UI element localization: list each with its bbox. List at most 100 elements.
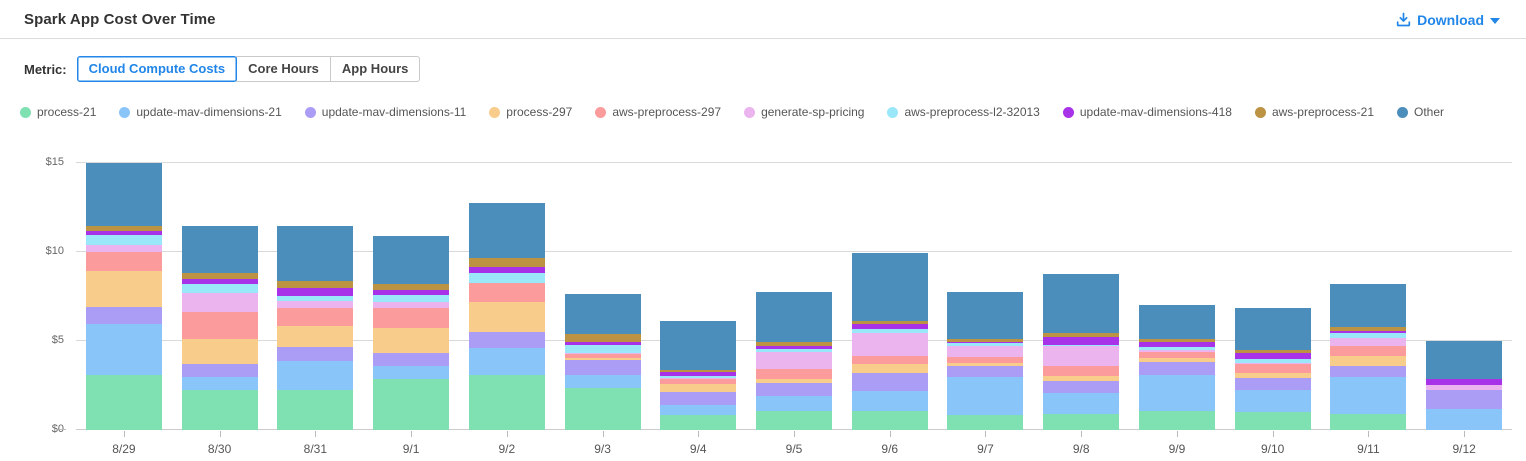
bar-segment-update-mav-dimensions-418[interactable] [1330,330,1407,334]
bar-segment-update-mav-dimensions-11[interactable] [851,373,928,392]
bar-segment-other[interactable] [85,163,162,226]
bar-segment-process-297[interactable] [947,363,1024,367]
download-button[interactable]: Download [1396,12,1500,28]
bar-segment-process-297[interactable] [1330,355,1407,367]
bar-segment-update-mav-dimensions-11[interactable] [1330,366,1407,377]
bar-segment-update-mav-dimensions-11[interactable] [1426,390,1503,409]
bar-segment-update-mav-dimensions-21[interactable] [1426,408,1503,431]
bar-segment-process-297[interactable] [1138,357,1215,362]
stacked-bar-9/8[interactable] [1043,274,1120,431]
bar-segment-generate-sp-pricing[interactable] [1138,350,1215,353]
metric-option-cloud-compute-costs[interactable]: Cloud Compute Costs [76,56,238,83]
bar-segment-aws-preprocess-21[interactable] [756,342,832,347]
bar-segment-update-mav-dimensions-418[interactable] [277,287,354,296]
bar-segment-other[interactable] [1426,340,1503,380]
bar-segment-update-mav-dimensions-11[interactable] [660,392,737,405]
stacked-bar-8/29[interactable] [85,163,162,431]
stacked-bar-9/3[interactable] [564,294,641,431]
bar-segment-update-mav-dimensions-11[interactable] [1234,377,1311,391]
bar-segment-other[interactable] [756,292,832,343]
bar-segment-process-21[interactable] [373,378,450,431]
bar-segment-aws-preprocess-l2-32013[interactable] [1043,344,1120,347]
bar-segment-update-mav-dimensions-21[interactable] [1138,375,1215,411]
bar-segment-aws-preprocess-21[interactable] [660,369,737,372]
bar-segment-generate-sp-pricing[interactable] [277,301,354,309]
bar-segment-process-21[interactable] [1234,411,1311,431]
bar-segment-update-mav-dimensions-21[interactable] [277,360,354,391]
bar-segment-other[interactable] [851,253,928,321]
bar-segment-process-21[interactable] [756,410,832,431]
bar-segment-update-mav-dimensions-418[interactable] [947,341,1024,344]
bar-segment-aws-preprocess-l2-32013[interactable] [85,235,162,246]
bar-segment-aws-preprocess-l2-32013[interactable] [564,344,641,353]
bar-segment-update-mav-dimensions-21[interactable] [85,324,162,376]
bar-segment-aws-preprocess-l2-32013[interactable] [947,343,1024,346]
bar-segment-aws-preprocess-21[interactable] [85,225,162,232]
bar-segment-aws-preprocess-21[interactable] [1043,332,1120,337]
bar-segment-process-21[interactable] [947,415,1024,431]
bar-segment-aws-preprocess-297[interactable] [851,356,928,364]
bar-segment-update-mav-dimensions-21[interactable] [851,391,928,411]
bar-segment-aws-preprocess-297[interactable] [947,357,1024,364]
bar-segment-other[interactable] [181,225,258,274]
bar-segment-update-mav-dimensions-21[interactable] [181,376,258,391]
bar-segment-aws-preprocess-297[interactable] [373,308,450,328]
bar-segment-generate-sp-pricing[interactable] [660,377,737,380]
bar-segment-generate-sp-pricing[interactable] [851,333,928,357]
bar-segment-generate-sp-pricing[interactable] [181,293,258,312]
bar-segment-process-297[interactable] [756,378,832,384]
bar-segment-process-297[interactable] [660,384,737,393]
bar-segment-process-21[interactable] [660,415,737,431]
bar-segment-other[interactable] [468,202,545,258]
bar-segment-generate-sp-pricing[interactable] [85,245,162,253]
bar-segment-process-297[interactable] [373,327,450,353]
bar-segment-update-mav-dimensions-11[interactable] [85,306,162,325]
bar-segment-generate-sp-pricing[interactable] [373,302,450,309]
bar-segment-process-297[interactable] [468,302,545,333]
legend-item-aws-preprocess-297[interactable]: aws-preprocess-297 [595,105,721,119]
bar-segment-aws-preprocess-l2-32013[interactable] [277,295,354,302]
bar-segment-process-297[interactable] [564,357,641,361]
legend-item-process-21[interactable]: process-21 [20,105,96,119]
bar-segment-process-297[interactable] [851,363,928,374]
stacked-bar-9/7[interactable] [947,292,1024,431]
bar-segment-update-mav-dimensions-21[interactable] [756,396,832,411]
bar-segment-aws-preprocess-21[interactable] [468,257,545,267]
bar-segment-update-mav-dimensions-11[interactable] [181,364,258,377]
bar-segment-aws-preprocess-l2-32013[interactable] [1138,346,1215,351]
bar-segment-update-mav-dimensions-21[interactable] [1234,390,1311,412]
legend-item-update-mav-dimensions-11[interactable]: update-mav-dimensions-11 [304,105,466,119]
bar-segment-aws-preprocess-l2-32013[interactable] [660,375,737,378]
bar-segment-update-mav-dimensions-21[interactable] [660,404,737,416]
legend-item-update-mav-dimensions-418[interactable]: update-mav-dimensions-418 [1062,105,1232,119]
bar-segment-update-mav-dimensions-11[interactable] [564,360,641,376]
bar-segment-process-297[interactable] [181,338,258,365]
bar-segment-other[interactable] [373,236,450,285]
bar-segment-aws-preprocess-l2-32013[interactable] [1234,358,1311,363]
bar-segment-update-mav-dimensions-21[interactable] [373,366,450,379]
bar-segment-aws-preprocess-l2-32013[interactable] [373,294,450,303]
bar-segment-aws-preprocess-21[interactable] [851,320,928,325]
bar-segment-update-mav-dimensions-11[interactable] [373,352,450,367]
bar-segment-aws-preprocess-297[interactable] [660,379,737,385]
bar-segment-aws-preprocess-297[interactable] [1330,345,1407,356]
bar-segment-update-mav-dimensions-418[interactable] [468,266,545,273]
bar-segment-generate-sp-pricing[interactable] [756,352,832,369]
bar-segment-generate-sp-pricing[interactable] [564,352,641,355]
legend-item-other[interactable]: Other [1397,105,1444,119]
bar-segment-process-297[interactable] [1043,376,1120,382]
bar-segment-update-mav-dimensions-11[interactable] [947,366,1024,377]
bar-segment-aws-preprocess-297[interactable] [468,282,545,303]
bar-segment-process-21[interactable] [181,390,258,431]
bar-segment-aws-preprocess-297[interactable] [1043,366,1120,377]
stacked-bar-9/11[interactable] [1330,284,1407,431]
bar-segment-process-21[interactable] [85,375,162,431]
bar-segment-aws-preprocess-21[interactable] [181,273,258,279]
bar-segment-update-mav-dimensions-21[interactable] [468,347,545,376]
bar-segment-process-297[interactable] [277,326,354,347]
bar-segment-generate-sp-pricing[interactable] [947,345,1024,358]
bar-segment-generate-sp-pricing[interactable] [1234,362,1311,365]
bar-segment-generate-sp-pricing[interactable] [1426,385,1503,391]
legend-item-update-mav-dimensions-21[interactable]: update-mav-dimensions-21 [119,105,282,119]
stacked-bar-9/1[interactable] [373,236,450,431]
